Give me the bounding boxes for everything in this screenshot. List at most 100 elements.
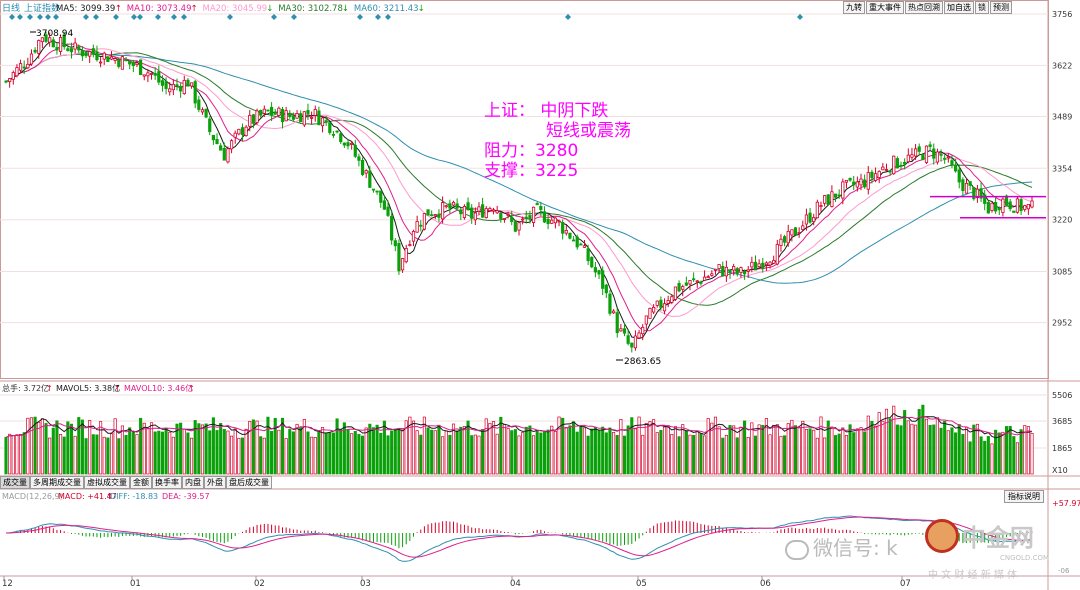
candle-body-221: [808, 212, 812, 223]
candle-body-82: [302, 111, 306, 126]
watermark-brand: 中金网: [961, 524, 1034, 552]
volume-tick-2: 1865: [1052, 444, 1072, 453]
volume-bar-39: [146, 428, 150, 475]
indicator-tab-2[interactable]: 虚拟成交量: [84, 476, 130, 489]
event-marker-7: [93, 14, 99, 20]
candle-body-109: [400, 258, 405, 271]
indicator-tab-0[interactable]: 成交量: [0, 476, 30, 489]
candle-body-57: [211, 134, 215, 141]
indicator-tab-4[interactable]: 换手率: [152, 476, 182, 489]
volume-bar-70: [259, 436, 263, 475]
candle-body-27: [102, 52, 106, 60]
volume-bar-179: [655, 432, 659, 475]
volume-bar-160: [586, 435, 590, 475]
volume-tick-0: 5506: [1052, 391, 1072, 400]
candle-body-182: [666, 300, 670, 304]
candle-body-169: [619, 328, 623, 332]
candle-body-64: [237, 128, 241, 135]
month-label-7: 07: [900, 579, 911, 589]
candle-body-263: [961, 179, 965, 192]
candle-body-144: [528, 215, 532, 220]
candle-body-273: [997, 208, 1001, 211]
candle-body-58: [215, 138, 219, 145]
volume-bar-100: [368, 423, 372, 475]
watermark-logo: 中金网: [925, 518, 1034, 553]
indicator-tab-6[interactable]: 外盘: [204, 476, 226, 489]
candle-body-154: [564, 229, 568, 234]
volume-bar-63: [233, 428, 237, 475]
candle-body-92: [339, 133, 343, 143]
volume-bar-79: [291, 431, 295, 475]
toolbar-button-3[interactable]: 加自选: [944, 1, 974, 14]
volume-bar-17: [66, 421, 70, 475]
volume-bar-273: [997, 432, 1001, 475]
ma5-line: [5, 40, 1033, 340]
candle-body-156: [571, 239, 576, 242]
candle-body-129: [473, 212, 477, 221]
candle-body-236: [863, 179, 867, 188]
volume-bar-93: [342, 422, 346, 475]
candle-body-137: [502, 218, 507, 220]
candle-body-198: [724, 266, 728, 277]
candle-body-133: [488, 208, 492, 211]
indicator-tab-5[interactable]: 内盘: [182, 476, 204, 489]
volume-bar-97: [357, 434, 361, 475]
candle-body-160: [586, 248, 590, 262]
indicator-help-button[interactable]: 指标说明: [1004, 490, 1044, 503]
volume-bar-276: [1008, 425, 1012, 475]
volume-bar-279: [1019, 429, 1023, 475]
volume-bar-214: [783, 435, 787, 475]
volume-bar-277: [1012, 436, 1016, 475]
candle-body-130: [477, 206, 481, 212]
volume-bar-124: [455, 430, 459, 475]
candle-body-255: [932, 148, 936, 159]
indicator-tab-3[interactable]: 金额: [130, 476, 152, 489]
candle-body-95: [350, 142, 354, 145]
volume-bar-86: [317, 430, 321, 475]
candle-body-178: [652, 306, 656, 313]
volume-bar-200: [732, 425, 736, 475]
volume-bar-119: [437, 424, 441, 475]
volume-bar-157: [575, 431, 579, 475]
volume-bar-24: [91, 434, 95, 475]
toolbar-button-4[interactable]: 锁: [975, 1, 989, 14]
candle-body-5: [22, 66, 26, 69]
event-marker-9: [131, 14, 137, 20]
volume-bar-247: [903, 410, 907, 475]
candle-body-274: [1001, 198, 1005, 213]
candle-body-38: [142, 74, 146, 77]
volume-bar-36: [135, 434, 139, 475]
toolbar-button-5[interactable]: 预测: [990, 1, 1012, 14]
volume-bar-94: [346, 429, 350, 475]
month-label-5: 05: [636, 579, 647, 589]
volume-bar-233: [852, 432, 856, 475]
header-arrow-3: ↑: [106, 492, 113, 501]
volume-bar-265: [968, 441, 972, 475]
toolbar-button-0[interactable]: 九转: [843, 1, 865, 14]
volume-bar-83: [306, 431, 310, 475]
toolbar-button-1[interactable]: 重大事件: [866, 1, 904, 14]
candle-body-264: [964, 182, 969, 194]
volume-bar-194: [710, 422, 714, 475]
candle-body-223: [815, 201, 819, 219]
volume-bar-164: [601, 426, 605, 475]
price-tick-5: 3085: [1052, 268, 1072, 277]
indicator-tab-7[interactable]: 盘后成交量: [226, 476, 272, 489]
candle-body-155: [568, 232, 572, 239]
candle-body-246: [899, 164, 903, 167]
volume-bar-220: [804, 429, 808, 475]
volume-bar-217: [793, 425, 798, 475]
volume-bar-91: [335, 418, 339, 475]
candle-body-132: [484, 208, 488, 218]
volume-bar-116: [426, 427, 430, 475]
candle-body-247: [903, 161, 907, 165]
volume-bar-187: [684, 430, 688, 475]
dea-value: DEA: -39.57: [162, 492, 210, 501]
candle-body-189: [692, 278, 696, 281]
volume-bar-14: [55, 420, 59, 475]
toolbar-button-2[interactable]: 热点回溯: [905, 1, 943, 14]
candle-body-217: [793, 227, 798, 236]
indicator-tab-1[interactable]: 多周期成交量: [30, 476, 84, 489]
volume-bar-231: [844, 435, 848, 475]
